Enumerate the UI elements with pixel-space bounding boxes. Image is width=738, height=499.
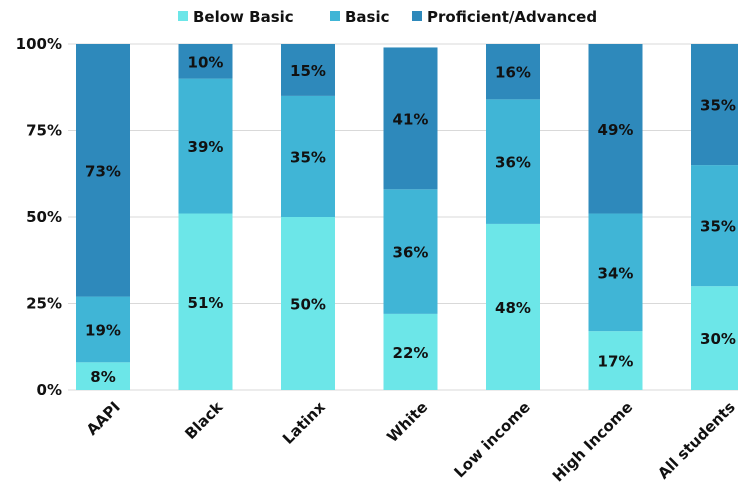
bar-segment <box>691 165 738 287</box>
bar-segment <box>383 189 438 314</box>
data-label: 34% <box>598 264 634 282</box>
y-tick-label: 25% <box>26 295 62 313</box>
legend-swatch <box>330 11 340 21</box>
data-label: 36% <box>393 244 429 262</box>
data-label: 39% <box>188 138 224 156</box>
data-label: 17% <box>598 353 634 371</box>
data-label: 35% <box>700 97 736 115</box>
bar-segment <box>178 44 233 79</box>
bar-segment <box>486 223 540 390</box>
data-label: 30% <box>700 330 736 348</box>
bar-segment <box>486 99 540 224</box>
data-label: 73% <box>85 162 121 180</box>
bar-segment <box>588 213 643 332</box>
data-label: 15% <box>290 62 326 80</box>
bar-segment <box>281 44 335 96</box>
y-tick-label: 0% <box>37 381 62 399</box>
x-tick-label: High Income <box>549 398 636 485</box>
bar-segment <box>281 95 335 217</box>
y-tick-label: 50% <box>26 208 62 226</box>
legend-label: Below Basic <box>193 8 294 26</box>
data-label: 16% <box>495 64 531 82</box>
bar-segment <box>178 78 233 214</box>
legend: Below Basic Basic Proficient/Advanced <box>178 8 597 26</box>
data-label: 41% <box>393 110 429 128</box>
bar-segment <box>281 217 335 390</box>
legend-label: Proficient/Advanced <box>427 8 597 26</box>
bar-segment <box>76 362 130 390</box>
data-label: 51% <box>188 294 224 312</box>
bar-segment <box>178 213 233 390</box>
data-label: 36% <box>495 154 531 172</box>
bar-segment <box>383 47 438 190</box>
x-tick-label: All students <box>654 398 738 483</box>
data-label: 10% <box>188 53 224 71</box>
x-tick-label: Black <box>181 397 227 443</box>
data-label: 35% <box>290 148 326 166</box>
bar-segment <box>76 44 130 297</box>
y-tick-label: 100% <box>16 35 62 53</box>
bar-segment <box>691 286 738 390</box>
legend-label: Basic <box>345 8 390 26</box>
data-label: 49% <box>598 121 634 139</box>
legend-swatch <box>412 11 422 21</box>
bar-segment <box>588 44 643 214</box>
data-label: 8% <box>90 368 115 386</box>
bar-segment <box>588 331 643 390</box>
bar-segment <box>383 313 438 390</box>
bar-segment <box>486 44 540 100</box>
data-label: 48% <box>495 299 531 317</box>
data-label: 50% <box>290 296 326 314</box>
x-tick-label: White <box>383 398 431 446</box>
data-label: 19% <box>85 321 121 339</box>
bar-segment <box>76 296 130 363</box>
legend-swatch <box>178 11 188 21</box>
data-label: 35% <box>700 218 736 236</box>
bars <box>76 44 738 390</box>
y-tick-label: 75% <box>26 122 62 140</box>
x-tick-label: Low income <box>450 398 533 481</box>
data-label: 22% <box>393 344 429 362</box>
data-labels: 8% 19% 73% 51% 39% 10% 50% 35% 15% 22% 36% 41% 48% 36… <box>85 53 736 386</box>
x-tick-label: AAPI <box>83 398 124 439</box>
bar-segment <box>691 44 738 166</box>
x-tick-label: Latinx <box>279 398 329 448</box>
